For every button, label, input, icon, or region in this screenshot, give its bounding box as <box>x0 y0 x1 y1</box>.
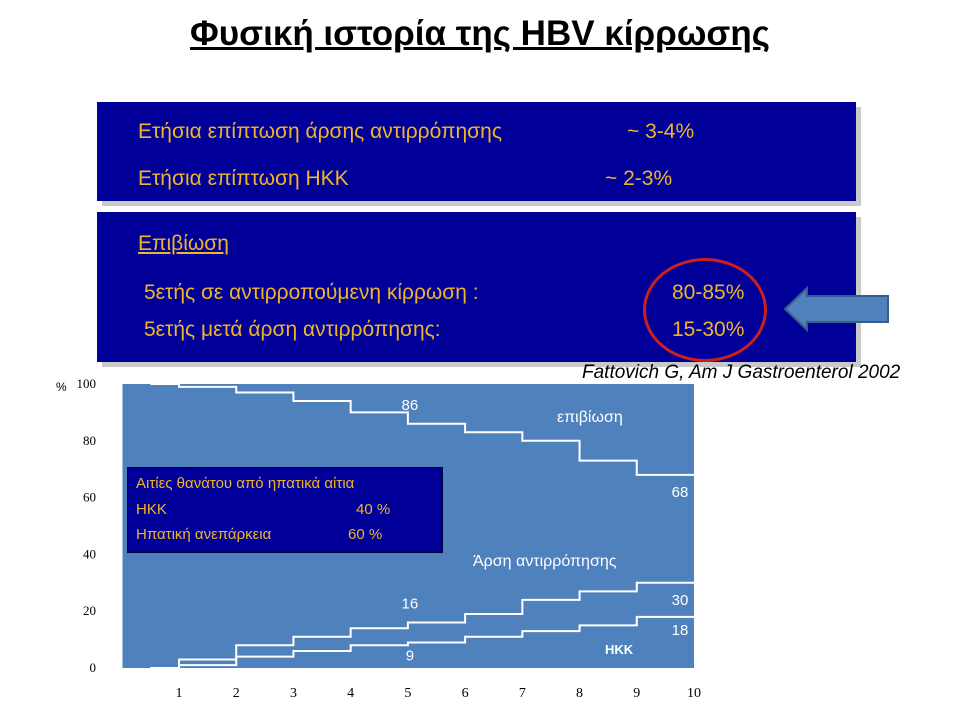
legend-decompensation: Άρση αντιρρόπησης <box>473 553 617 570</box>
data-label-decompensation-5: 16 <box>402 596 419 613</box>
legend-hcc: ΗΚΚ <box>605 642 634 657</box>
data-label-survival-5: 86 <box>402 397 419 414</box>
y-tick-40: 40 <box>83 546 96 561</box>
x-tick-2: 2 <box>233 686 240 701</box>
decompensation-incidence-value: ~ 3-4% <box>627 120 695 143</box>
x-tick-10: 10 <box>687 686 701 701</box>
y-tick-0: 0 <box>90 660 97 675</box>
series-line-hcc <box>150 615 694 669</box>
y-tick-100: 100 <box>77 376 97 391</box>
death-cause-hcc-label: ΗΚΚ <box>136 501 167 518</box>
x-tick-9: 9 <box>633 686 640 701</box>
highlight-circle <box>643 258 767 362</box>
incidence-panel: Ετήσια επίπτωση άρσης αντιρρόπησης ~ 3-4… <box>97 102 856 201</box>
legend-survival: επιβίωση <box>557 409 623 426</box>
x-tick-3: 3 <box>290 686 297 701</box>
x-tick-5: 5 <box>404 686 411 701</box>
x-tick-7: 7 <box>519 686 526 701</box>
death-cause-failure-label: Ηπατική ανεπάρκεια <box>136 526 272 543</box>
decompensated-survival-label: 5ετής μετά άρση αντιρρόπησης: <box>144 318 441 341</box>
death-cause-failure-value: 60 % <box>348 526 383 543</box>
y-axis-label: % <box>56 380 67 394</box>
x-tick-1: 1 <box>176 686 183 701</box>
data-label-hcc-5: 9 <box>406 647 414 664</box>
x-tick-6: 6 <box>462 686 469 701</box>
survival-heading: Επιβίωση <box>138 232 229 255</box>
series-line-survival <box>150 383 694 476</box>
death-cause-hcc-value: 40 % <box>356 501 391 518</box>
y-tick-20: 20 <box>83 603 96 618</box>
data-label-survival-10: 68 <box>672 484 689 501</box>
left-arrow-icon <box>783 286 889 332</box>
hcc-incidence-label: Ετήσια επίπτωση ΗΚΚ <box>138 167 349 190</box>
citation: Fattovich G, Am J Gastroenterol 2002 <box>582 362 901 383</box>
x-tick-4: 4 <box>347 686 354 701</box>
y-tick-60: 60 <box>83 490 96 505</box>
data-label-decompensation-10: 30 <box>672 592 689 609</box>
decompensation-incidence-label: Ετήσια επίπτωση άρσης αντιρρόπησης <box>138 120 502 143</box>
x-tick-8: 8 <box>576 686 583 701</box>
slide-title: Φυσική ιστορία της HBV κίρρωσης <box>190 14 770 53</box>
y-tick-80: 80 <box>83 433 96 448</box>
hcc-incidence-value: ~ 2-3% <box>605 167 673 190</box>
death-causes-box: Αιτίες θανάτου από ηπατικά αίτια ΗΚΚ 40 … <box>127 467 443 553</box>
data-label-hcc-10: 18 <box>672 622 689 639</box>
compensated-survival-label: 5ετής σε αντιρροπούμενη κίρρωση : <box>144 281 479 304</box>
death-causes-title: Αιτίες θανάτου από ηπατικά αίτια <box>136 475 355 492</box>
